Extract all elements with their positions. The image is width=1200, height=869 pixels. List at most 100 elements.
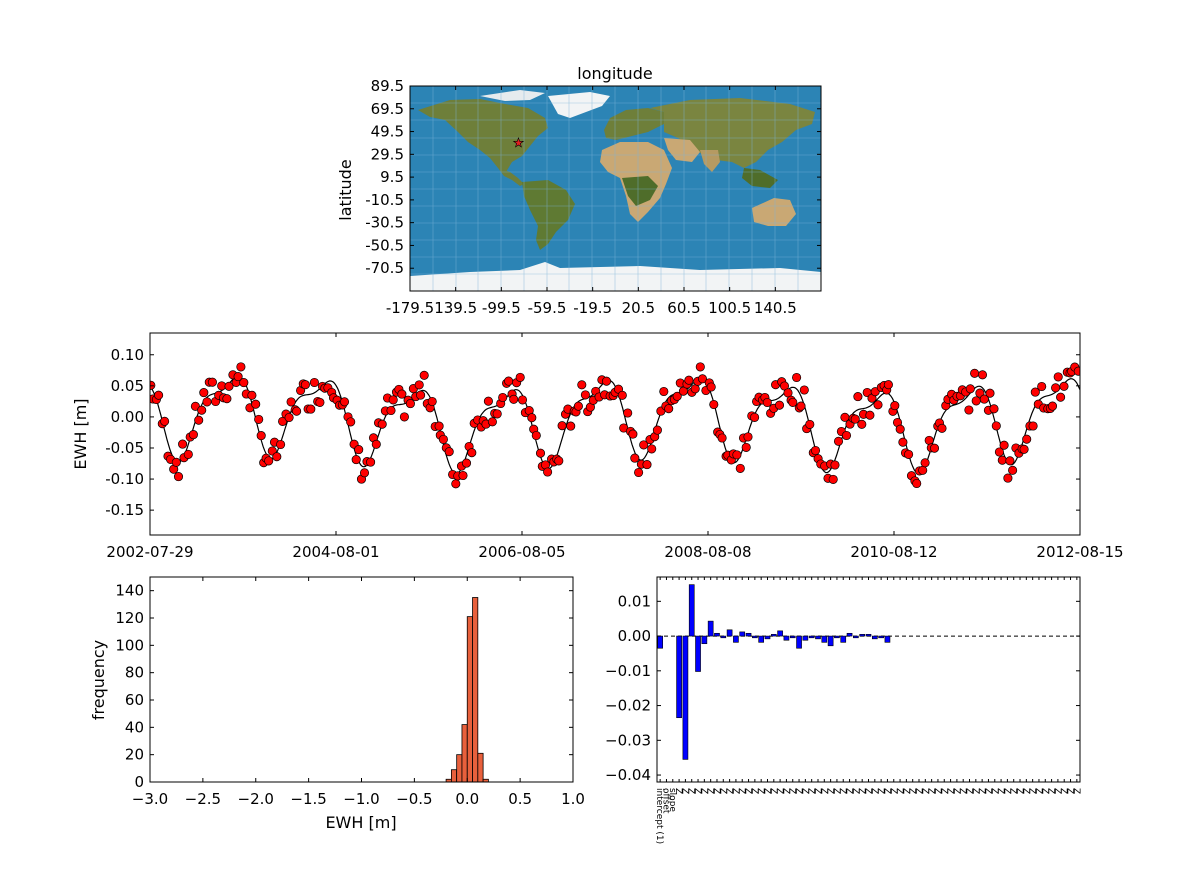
observation-point xyxy=(630,453,640,463)
greenland xyxy=(548,92,610,118)
observation-point xyxy=(517,395,528,405)
coefficient-panel: 0.01 0.00 −0.01 −0.02 −0.03 −0.04 intercept (… xyxy=(605,576,1081,844)
observation-point xyxy=(1022,434,1032,444)
observation-point xyxy=(994,447,1004,457)
tick-label: Z xyxy=(1014,788,1024,794)
observation-point xyxy=(461,458,472,468)
timeseries-panel: EWH [m] 0.10 0.05 0.00 -0.05 -0.10 -0.15 2002… xyxy=(71,332,1124,561)
observation-point xyxy=(774,400,785,410)
india xyxy=(700,150,720,172)
coefficient-bar xyxy=(859,634,866,637)
observation-point xyxy=(850,414,860,424)
tick-label: Z xyxy=(850,788,860,794)
tick-label: Z xyxy=(1033,788,1043,794)
observation-point xyxy=(706,382,716,392)
tick-label: -30.5 xyxy=(365,214,404,232)
tick-label: -19.5 xyxy=(573,299,612,317)
coefficient-bar xyxy=(707,620,714,637)
coefficient-bar xyxy=(834,635,840,639)
observation-point xyxy=(354,445,364,455)
observation-point xyxy=(1008,465,1018,475)
tick-label: Z xyxy=(724,788,734,794)
observation-point xyxy=(492,409,502,419)
histogram-bar xyxy=(472,597,479,782)
observation-point xyxy=(1019,444,1029,454)
tick-label: Z xyxy=(856,788,866,794)
tick-label: -59.5 xyxy=(528,299,567,317)
observation-point xyxy=(388,395,398,405)
observation-point xyxy=(247,390,257,400)
observation-point xyxy=(799,385,809,395)
tick-label: Z xyxy=(844,788,854,794)
observation-point xyxy=(256,431,266,441)
observation-point xyxy=(732,450,742,460)
observation-point xyxy=(339,397,350,407)
observation-point xyxy=(652,425,662,435)
coefficient-bar xyxy=(701,635,708,645)
observation-point xyxy=(264,456,274,466)
tick-label: -0.15 xyxy=(105,501,144,519)
tick-label: 0.5 xyxy=(508,790,532,808)
observation-point xyxy=(504,376,514,386)
observation-point xyxy=(601,376,612,386)
observation-point xyxy=(997,455,1007,465)
coefficient-bar xyxy=(770,634,777,637)
tick-label: Z xyxy=(881,788,891,794)
tick-label: Z xyxy=(705,788,715,794)
central-africa-forest xyxy=(622,176,658,206)
observation-point xyxy=(805,419,815,429)
tick-label: Z xyxy=(995,788,1005,794)
coefficient-bar xyxy=(720,635,727,639)
tick-label: 60 xyxy=(125,691,144,709)
coefficient-bar xyxy=(745,632,752,637)
coefficient-bar xyxy=(752,635,758,639)
tick-label: 140 xyxy=(115,582,144,600)
observation-point xyxy=(883,380,893,390)
tick-label: Z xyxy=(837,788,847,794)
observation-point xyxy=(194,415,204,425)
observation-point xyxy=(991,421,1001,431)
observation-point xyxy=(796,401,806,411)
observation-point xyxy=(434,421,444,431)
middle-east xyxy=(664,138,700,162)
observation-point xyxy=(865,410,875,420)
tick-label: -179.5 xyxy=(386,299,434,317)
observation-points xyxy=(150,362,1080,489)
tick-label: Z xyxy=(1039,788,1049,794)
histogram-bar xyxy=(466,616,473,782)
tick-label: -0.10 xyxy=(105,470,144,488)
observation-point xyxy=(971,396,981,406)
observation-point xyxy=(792,372,802,383)
tick-label: −1.0 xyxy=(343,790,379,808)
tick-label: Z xyxy=(692,788,702,794)
observation-point xyxy=(535,448,546,458)
coefficient-bar xyxy=(657,635,663,649)
tick-label: Z xyxy=(780,788,790,794)
observation-point xyxy=(371,439,381,449)
coefficient-bar xyxy=(846,632,853,637)
observation-point xyxy=(788,397,798,407)
observation-point xyxy=(222,394,232,404)
map-graticule xyxy=(410,86,821,291)
tick-label: Z xyxy=(945,788,955,794)
observation-point xyxy=(351,455,361,465)
observation-point xyxy=(171,457,181,467)
observation-point xyxy=(498,392,508,403)
observation-point xyxy=(828,474,838,484)
observation-point xyxy=(577,380,587,390)
observation-point xyxy=(695,362,705,372)
tick-label: 0.01 xyxy=(618,592,651,610)
tick-label: 2006-08-05 xyxy=(478,543,565,561)
tick-label: 20 xyxy=(125,746,144,764)
observation-point xyxy=(173,472,184,482)
observation-point xyxy=(444,447,454,457)
tick-label: -70.5 xyxy=(365,259,404,277)
observation-point xyxy=(467,448,477,458)
observation-point xyxy=(233,372,243,382)
observation-point xyxy=(1053,372,1063,382)
timeseries-y-ticks: 0.10 0.05 0.00 -0.05 -0.10 -0.15 xyxy=(105,346,1080,519)
tick-label: Z xyxy=(768,788,778,794)
coefficient-bar xyxy=(815,635,821,640)
tick-label: −1.5 xyxy=(290,790,326,808)
